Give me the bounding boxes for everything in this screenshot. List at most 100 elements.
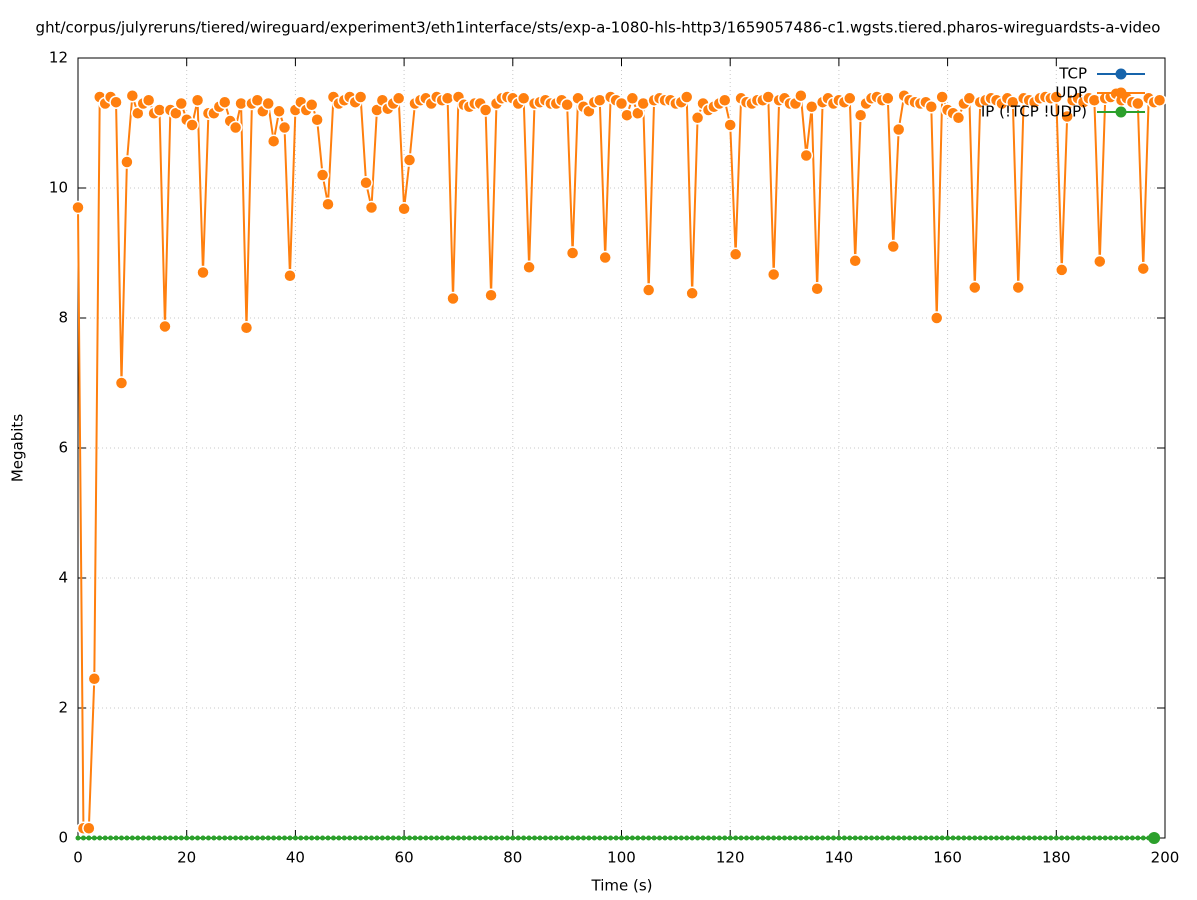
data-point [1124, 835, 1130, 841]
data-point [363, 835, 369, 841]
data-point [939, 835, 945, 841]
data-point [733, 835, 739, 841]
data-point [402, 153, 417, 167]
data-point [1021, 835, 1027, 841]
data-point [794, 88, 808, 103]
data-point [80, 835, 86, 841]
data-point [928, 835, 934, 841]
data-point [108, 835, 114, 841]
data-point [863, 835, 869, 841]
data-point [222, 835, 228, 841]
data-point [272, 104, 286, 119]
series-line [77, 92, 1160, 830]
data-point [728, 247, 743, 262]
data-point [1049, 90, 1064, 104]
data-point [689, 835, 695, 841]
data-point [477, 835, 483, 841]
data-point [924, 100, 939, 114]
legend-label: UDP [1055, 84, 1087, 102]
data-point [1131, 96, 1145, 111]
data-point [651, 835, 657, 841]
data-point [1010, 835, 1016, 841]
y-tick-label: 6 [58, 439, 68, 457]
data-point [141, 93, 156, 107]
data-point [109, 95, 123, 109]
data-point [711, 835, 717, 841]
data-point [254, 835, 260, 841]
data-point [353, 90, 368, 104]
data-point [271, 835, 277, 841]
data-point [196, 265, 210, 280]
data-point [598, 250, 612, 265]
data-point [239, 321, 254, 335]
data-point [129, 835, 135, 841]
data-point [401, 835, 407, 841]
data-point [1091, 835, 1097, 841]
data-point [151, 835, 157, 841]
data-point [396, 835, 402, 841]
data-point [935, 90, 949, 104]
data-point [114, 376, 129, 390]
data-point [91, 835, 97, 841]
chart-title: ght/corpus/julyreruns/tiered/wireguard/e… [36, 19, 1161, 37]
data-point [586, 835, 592, 841]
x-tick-label: 180 [1042, 849, 1071, 867]
data-point [1087, 93, 1102, 107]
data-point [483, 835, 489, 841]
data-point [950, 835, 956, 841]
data-point [852, 835, 858, 841]
data-point [341, 835, 347, 841]
data-point [120, 155, 134, 169]
data-point [455, 835, 461, 841]
data-point [564, 835, 570, 841]
data-point [510, 835, 516, 841]
data-point [843, 91, 857, 106]
data-point [1059, 835, 1065, 841]
data-point [814, 835, 820, 841]
data-point [238, 835, 244, 841]
y-tick-label: 8 [58, 309, 68, 327]
data-point [820, 835, 826, 841]
data-point [858, 835, 864, 841]
data-point [685, 286, 699, 301]
data-point [787, 835, 793, 841]
data-point [184, 835, 190, 841]
data-point [559, 835, 565, 841]
data-point [75, 835, 81, 841]
data-point [309, 835, 315, 841]
data-point [118, 835, 124, 841]
data-point [364, 200, 379, 215]
data-point [261, 96, 275, 111]
data-point [1148, 832, 1161, 844]
x-tick-label: 120 [716, 849, 745, 867]
data-point [901, 835, 907, 841]
data-point [249, 835, 255, 841]
x-tick-label: 80 [503, 849, 522, 867]
data-point [292, 835, 298, 841]
data-point [205, 835, 211, 841]
data-point [1093, 254, 1107, 269]
data-point [82, 821, 96, 835]
data-point [591, 835, 597, 841]
data-point [560, 98, 574, 112]
legend-marker [1115, 106, 1127, 118]
data-point [848, 254, 862, 268]
data-point [113, 835, 119, 841]
x-tick-label: 100 [607, 849, 636, 867]
data-point [310, 113, 324, 127]
data-point [478, 103, 493, 117]
data-point [265, 835, 271, 841]
data-point [446, 291, 460, 306]
data-point [158, 319, 172, 334]
data-point [869, 835, 875, 841]
data-point [526, 835, 532, 841]
data-point [923, 835, 929, 841]
data-point [97, 835, 103, 841]
data-point [461, 835, 467, 841]
data-point [695, 835, 701, 841]
data-point [542, 835, 548, 841]
data-point [825, 835, 831, 841]
data-point [782, 835, 788, 841]
data-point [325, 835, 331, 841]
data-point [233, 835, 239, 841]
